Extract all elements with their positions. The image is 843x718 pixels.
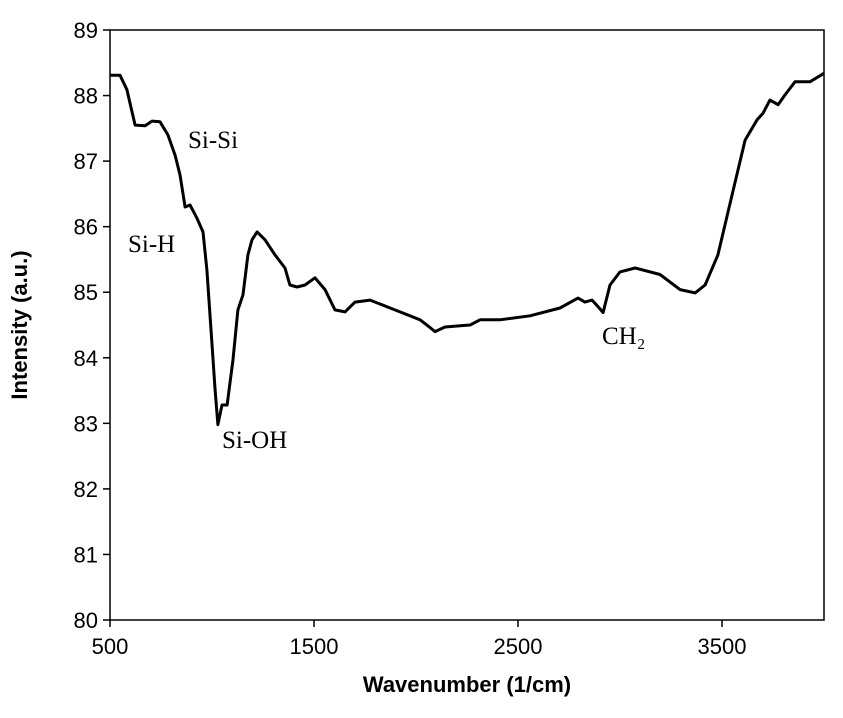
y-tick-label: 87: [74, 149, 98, 174]
x-tick-label: 2500: [494, 634, 543, 659]
spectrum-line: [110, 72, 825, 427]
annotation: Si-Si: [188, 127, 238, 154]
y-tick-label: 82: [74, 477, 98, 502]
x-axis-label: Wavenumber (1/cm): [363, 672, 571, 697]
y-axis-label: Intensity (a.u.): [7, 250, 32, 399]
y-tick-label: 81: [74, 542, 98, 567]
x-tick-label: 1500: [290, 634, 339, 659]
y-tick-label: 84: [74, 346, 98, 371]
annotation: CH₂: [602, 323, 645, 350]
y-tick-label: 86: [74, 215, 98, 240]
annotation: Si-H: [128, 231, 175, 258]
y-tick-label: 80: [74, 608, 98, 633]
plot-frame: [109, 29, 825, 621]
x-tick-label: 500: [92, 634, 129, 659]
annotation: Si-OH: [222, 427, 287, 454]
y-tick-label: 89: [74, 18, 98, 43]
y-tick-label: 85: [74, 280, 98, 305]
y-tick-label: 88: [74, 84, 98, 109]
x-tick-label: 3500: [698, 634, 747, 659]
y-tick-label: 83: [74, 411, 98, 436]
